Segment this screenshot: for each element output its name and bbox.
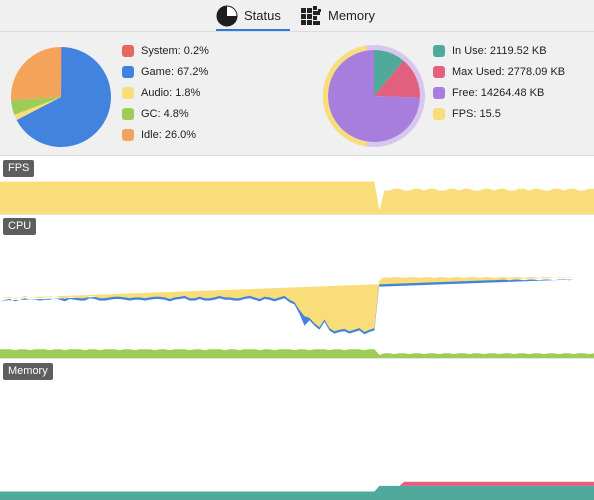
tab-bar: Status Memory — [0, 0, 594, 32]
status-pie-chart — [10, 47, 111, 147]
area-series-0 — [0, 485, 594, 500]
legend-swatch — [433, 107, 445, 120]
legend-label: Free: 14264.48 KB — [452, 86, 545, 99]
legend-swatch — [122, 86, 134, 99]
legend-label: In Use: 2119.52 KB — [452, 44, 547, 57]
pie-slice-system — [61, 47, 62, 97]
tab-status[interactable]: Status — [216, 0, 290, 31]
tab-memory-label: Memory — [328, 8, 375, 23]
pie-slice-in-use — [374, 50, 404, 96]
legend-item-game: Game: 67.2% — [122, 61, 209, 82]
pie-slice-game — [16, 47, 111, 147]
memory-legend: In Use: 2119.52 KB Max Used: 2778.09 KB … — [433, 40, 565, 124]
legend-swatch — [122, 128, 134, 141]
legend-swatch — [122, 44, 134, 57]
legend-item-gc: GC: 4.8% — [122, 103, 209, 124]
memory-pie-chart — [322, 45, 425, 147]
legend-label: System: 0.2% — [141, 44, 209, 57]
legend-item-free: Free: 14264.48 KB — [433, 82, 565, 103]
memory-section-label: Memory — [3, 363, 53, 380]
legend-item-audio: Audio: 1.8% — [122, 82, 209, 103]
cpu-graph — [0, 277, 594, 358]
pie-slice-gc — [11, 97, 61, 115]
legend-item-max-used: Max Used: 2778.09 KB — [433, 61, 565, 82]
status-legend: System: 0.2% Game: 67.2% Audio: 1.8% GC:… — [122, 40, 209, 145]
summary-panel: System: 0.2% Game: 67.2% Audio: 1.8% GC:… — [0, 32, 594, 156]
tab-status-label: Status — [244, 8, 281, 23]
tab-selected-indicator — [216, 29, 290, 31]
legend-swatch — [122, 65, 134, 78]
pie-chart-icon — [216, 5, 238, 26]
divider — [0, 214, 594, 215]
legend-label: Max Used: 2778.09 KB — [452, 65, 566, 78]
memory-blocks-icon — [301, 5, 321, 25]
legend-item-in-use: In Use: 2119.52 KB — [433, 40, 565, 61]
legend-label: Audio: 1.8% — [141, 86, 201, 99]
legend-item-system: System: 0.2% — [122, 40, 209, 61]
legend-item-fps: FPS: 15.5 — [433, 103, 565, 124]
legend-label: GC: 4.8% — [141, 107, 189, 120]
pie-slice-audio — [14, 97, 61, 120]
legend-swatch — [122, 107, 134, 120]
divider — [0, 358, 594, 359]
legend-label: Game: 67.2% — [141, 65, 209, 78]
legend-label: Idle: 26.0% — [141, 128, 197, 141]
fps-graph — [0, 181, 594, 214]
legend-swatch — [433, 86, 445, 99]
pie-slice-idle — [10, 47, 61, 101]
area-series-2 — [0, 277, 574, 332]
tab-memory[interactable]: Memory — [300, 0, 380, 31]
legend-label: FPS: 15.5 — [452, 107, 501, 120]
memory-graph — [0, 481, 594, 500]
cpu-section-label: CPU — [3, 218, 37, 235]
legend-swatch — [433, 44, 445, 57]
legend-item-idle: Idle: 26.0% — [122, 124, 209, 145]
area-series-0 — [0, 349, 594, 358]
area-series-1 — [0, 481, 594, 492]
pie-slice-max-used — [374, 60, 420, 98]
fps-section-label: FPS — [3, 160, 35, 177]
area-series-0 — [0, 181, 594, 214]
pie-slice-free — [328, 50, 420, 142]
legend-swatch — [433, 65, 445, 78]
